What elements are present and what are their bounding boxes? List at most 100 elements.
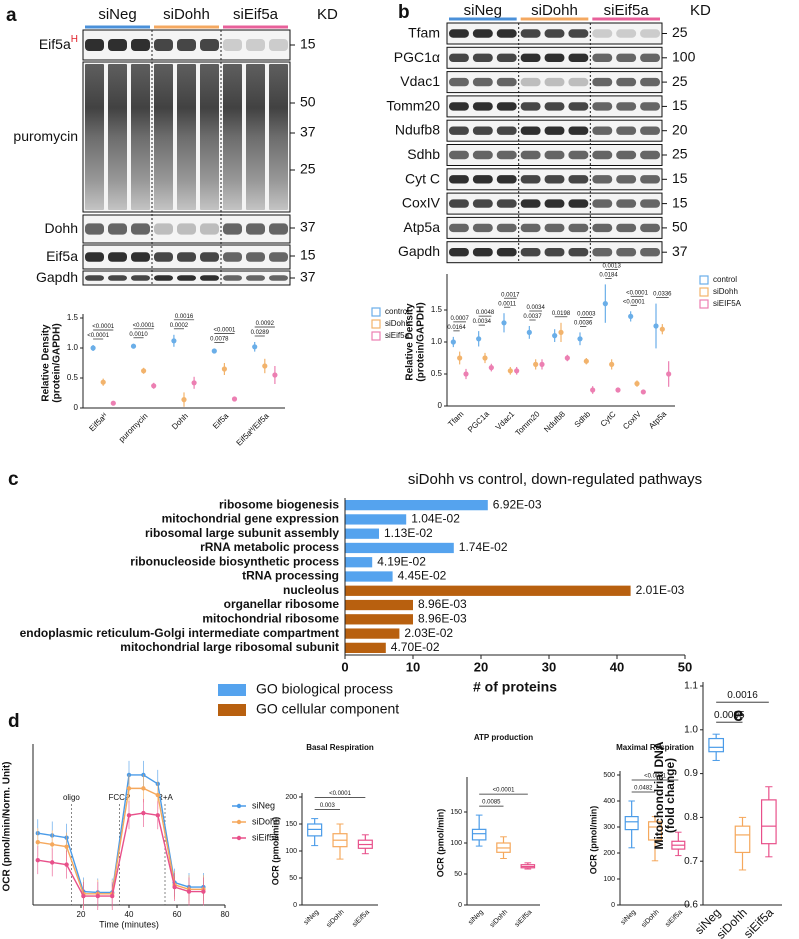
x-tick-label: Eif5aᴴ/Eif5a <box>235 411 272 448</box>
p-value: 0.0034 <box>526 305 545 311</box>
point <box>110 893 115 899</box>
blot-band <box>449 199 469 208</box>
row-label-text: Eif5a <box>39 36 71 52</box>
blot-band <box>520 102 541 111</box>
kd-label: 37 <box>300 219 316 235</box>
legend-label: siDohh <box>252 816 280 826</box>
blot-band <box>223 275 242 281</box>
legend-label: siDohh <box>385 319 410 328</box>
y-axis-title: Mitochondrial DNA <box>652 741 666 849</box>
blot-band <box>131 64 150 210</box>
legend-marker <box>236 819 242 825</box>
x-tick-label: 0 <box>341 659 348 674</box>
p-value: 0.0002 <box>170 323 189 329</box>
p-value: 0.0336 <box>653 292 672 298</box>
p-value: 0.0017 <box>501 292 520 298</box>
y-tick-label: 0.9 <box>684 768 698 779</box>
blot-band <box>616 126 637 135</box>
x-tick-label: 40 <box>125 910 134 919</box>
p-value: <0.0001 <box>493 788 516 794</box>
blot-band <box>640 77 660 87</box>
blot-band <box>131 275 150 281</box>
p-value: 4.45E-02 <box>398 569 447 583</box>
legend-label: GO cellular component <box>256 701 399 717</box>
blot-band <box>200 39 219 51</box>
blot-band <box>544 223 565 233</box>
kd-label: 15 <box>672 97 688 113</box>
bar <box>345 614 413 625</box>
x-tick-label: siDohh <box>640 909 660 929</box>
blot-band <box>520 150 541 160</box>
blot-band <box>592 53 613 62</box>
point <box>50 860 55 865</box>
chart-title: Maximal Respiration <box>616 743 694 752</box>
blot-band <box>592 77 613 87</box>
blot-band <box>496 248 517 257</box>
blot-band <box>616 29 637 38</box>
row-label-text: puromycin <box>13 128 78 144</box>
dot <box>488 365 494 371</box>
p-value: 0.0011 <box>498 301 517 307</box>
blot-band <box>640 29 660 38</box>
y-tick-label: 0 <box>611 902 615 909</box>
point <box>155 792 160 798</box>
dot <box>653 323 659 329</box>
y-tick-label: 0.6 <box>684 900 698 911</box>
blot-band <box>592 102 613 111</box>
series-line <box>37 787 204 895</box>
blot-band <box>200 223 219 235</box>
dot <box>634 381 640 387</box>
category-label: ribosome biogenesis <box>219 497 339 511</box>
dot <box>262 363 268 369</box>
blot-band <box>640 223 660 233</box>
x-tick-label: CoxIV <box>621 409 643 431</box>
category-label: ribonucleoside biosynthetic process <box>130 554 339 568</box>
y-tick-label: 50 <box>289 875 297 882</box>
y-tick-label: 100 <box>603 876 615 883</box>
p-value: <0.0001 <box>644 774 667 780</box>
dot <box>552 333 558 339</box>
blot-band <box>449 102 469 111</box>
box <box>760 799 777 845</box>
p-value: 8.96E-03 <box>418 611 467 625</box>
p-value: 0.0092 <box>256 321 275 327</box>
p-value: 0.0289 <box>251 330 270 336</box>
p-value: 0.0010 <box>129 332 148 338</box>
blot-band <box>544 53 565 62</box>
p-value: <0.0001 <box>329 791 352 797</box>
p-value: 1.13E-02 <box>384 526 433 540</box>
blot-band <box>592 199 613 208</box>
row-label-text: Tomm20 <box>386 97 440 113</box>
blot-band <box>177 223 196 235</box>
blot-band <box>592 29 613 38</box>
row-label: CoxIV <box>402 194 441 210</box>
y-axis-title: Relative Density <box>405 303 416 381</box>
x-tick-label: siNeg <box>467 909 485 927</box>
blot-band <box>520 77 541 87</box>
blot-band <box>472 199 493 208</box>
blot-band <box>449 29 469 38</box>
blot-band <box>223 64 242 210</box>
blot-band <box>177 39 196 51</box>
chart-title: ATP production <box>474 733 533 742</box>
dot <box>151 383 157 389</box>
chart-title: Basal Respiration <box>306 743 374 752</box>
row-label: Dohh <box>45 220 78 236</box>
blot-band <box>568 53 589 62</box>
row-label-text: PGC1α <box>394 49 440 65</box>
y-axis-title: OCR (pmol/min) <box>588 806 598 875</box>
blot-band <box>520 223 541 233</box>
panel-letter: d <box>8 711 20 732</box>
p-value: 4.19E-02 <box>377 554 426 568</box>
p-value: 0.003 <box>320 803 336 809</box>
p-value: 8.96E-03 <box>418 597 467 611</box>
bar <box>345 514 407 525</box>
blot-band <box>616 175 637 184</box>
bar <box>345 528 379 539</box>
blot-band <box>592 175 613 184</box>
p-value: 2.01E-03 <box>636 583 685 597</box>
x-tick-label: Eif5aᴴ <box>87 411 109 433</box>
blot-band <box>246 64 265 210</box>
dot <box>615 387 621 393</box>
point <box>126 786 132 791</box>
